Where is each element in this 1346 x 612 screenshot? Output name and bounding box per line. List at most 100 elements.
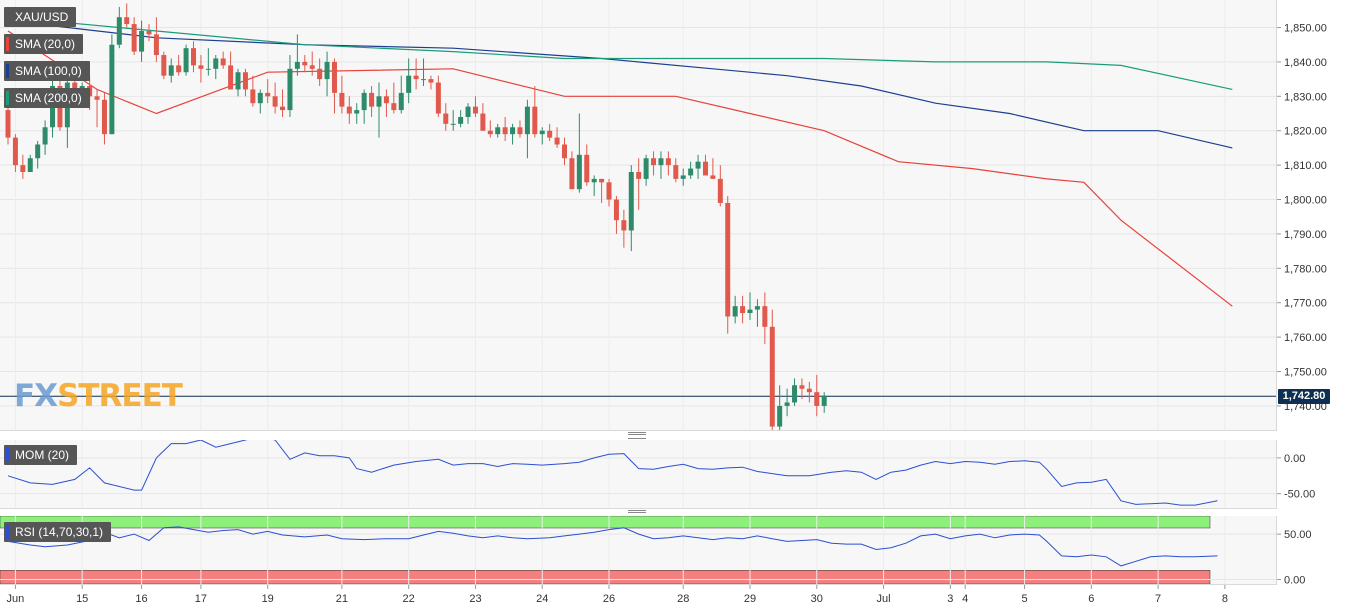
candle [747, 292, 753, 320]
y-tick-label: 0.00 [1284, 574, 1305, 584]
candle [35, 141, 41, 169]
candle-body [599, 178, 605, 183]
legend-label: SMA (20,0) [15, 37, 76, 51]
candle-body [168, 65, 174, 76]
candle [584, 144, 590, 186]
x-tick-label: 15 [76, 593, 88, 605]
y-tick-label: 1,810.00 [1284, 160, 1327, 172]
x-tick-label: Jun [7, 593, 25, 605]
price-chart-panel[interactable]: FXSTREET XAU/USD SMA (20,0) SMA (100,0) … [0, 0, 1277, 434]
candle [532, 86, 538, 138]
candle [465, 103, 471, 124]
x-tick-label: 8 [1222, 593, 1228, 605]
candle [324, 51, 330, 97]
candle [710, 158, 716, 179]
candle-body [101, 99, 107, 135]
candle-body [725, 202, 731, 317]
candle [606, 178, 612, 207]
candle [673, 158, 679, 183]
x-tick-label: 7 [1155, 593, 1161, 605]
candle [413, 58, 419, 90]
candle [369, 86, 375, 117]
candle-body [139, 30, 145, 52]
legend-sma-200[interactable]: SMA (200,0) [4, 88, 90, 108]
momentum-plot[interactable] [0, 435, 1276, 508]
candle-body [317, 68, 323, 80]
candle-body [20, 165, 26, 172]
y-tick-label: 1,740.00 [1284, 401, 1327, 413]
legend-sma-100[interactable]: SMA (100,0) [4, 61, 90, 81]
candle-body [792, 385, 798, 403]
candle [101, 92, 107, 145]
y-tick-label: -50.00 [1284, 489, 1315, 501]
candle [732, 295, 738, 324]
rsi-panel[interactable]: RSI (14,70,30,1) [0, 515, 1277, 585]
candle-body [391, 103, 397, 111]
candle-body [161, 55, 167, 76]
legend-mom[interactable]: MOM (20) [4, 445, 77, 465]
candle [139, 20, 145, 62]
candle-body [754, 306, 760, 310]
legend-label: XAU/USD [15, 10, 69, 24]
momentum-axis: 0.00 -50.00 [1277, 453, 1315, 501]
candle-body [27, 158, 33, 172]
momentum-panel[interactable]: MOM (20) [0, 435, 1277, 509]
candle [317, 58, 323, 86]
candle-body [176, 65, 182, 73]
candle-body [354, 110, 360, 114]
y-tick-label: 1,850.00 [1284, 23, 1327, 35]
candle [569, 151, 575, 190]
x-tick-label: 30 [811, 593, 823, 605]
candle [539, 127, 545, 145]
candle [628, 165, 634, 252]
candle-body [109, 44, 115, 135]
candle [599, 178, 605, 203]
candle [12, 134, 18, 172]
candle-body [562, 144, 567, 159]
legend-rsi[interactable]: RSI (14,70,30,1) [4, 522, 112, 542]
x-tick-label: 21 [336, 593, 348, 605]
candle-body [183, 48, 189, 73]
candle-body [495, 127, 501, 135]
candle-body [784, 402, 790, 406]
y-tick-label: 1,750.00 [1284, 367, 1327, 379]
overbought-zone [0, 515, 1211, 529]
candle [554, 127, 560, 148]
legend-swatch [6, 10, 9, 24]
candle-body [257, 92, 263, 104]
candle-body [636, 172, 642, 179]
legend-swatch [6, 64, 9, 78]
candle-body [72, 82, 78, 90]
candle [769, 309, 775, 430]
x-tick-label: 5 [1021, 593, 1027, 605]
candle-body [443, 113, 449, 124]
candle [235, 68, 241, 97]
candle [517, 120, 523, 138]
resize-handle[interactable] [628, 432, 646, 439]
candle [406, 58, 412, 104]
legend-swatch [6, 37, 9, 51]
candle-body [339, 92, 345, 107]
candle-body [539, 130, 545, 135]
fxstreet-watermark: FXSTREET [14, 378, 183, 414]
candle-body [576, 154, 582, 190]
x-tick-label: 24 [536, 593, 548, 605]
legend-xauusd[interactable]: XAU/USD [4, 7, 77, 27]
candle-body [532, 106, 538, 135]
candle [309, 51, 315, 76]
price-chart-plot[interactable] [0, 0, 1276, 434]
candle-body [762, 306, 768, 327]
rsi-plot[interactable] [0, 515, 1276, 585]
candle-body [814, 392, 820, 406]
candle-body [242, 72, 248, 90]
legend-swatch [6, 448, 9, 462]
candle-body [524, 106, 530, 135]
x-tick-label: 17 [195, 593, 207, 605]
candle [717, 165, 723, 207]
candle [502, 116, 508, 142]
candle [265, 79, 271, 104]
candle-body [376, 96, 382, 107]
candle [762, 292, 768, 344]
legend-sma-20[interactable]: SMA (20,0) [4, 34, 84, 54]
candle-body [517, 127, 523, 135]
